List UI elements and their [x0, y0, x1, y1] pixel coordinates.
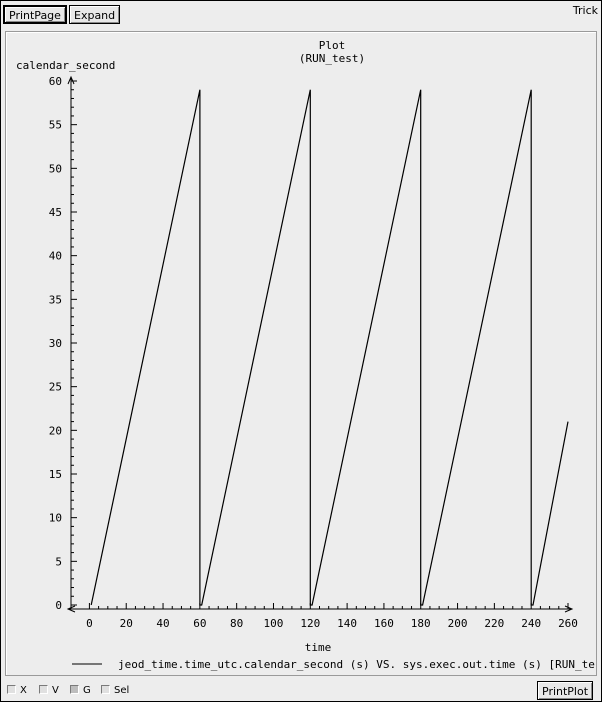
y-tick-label: 40	[49, 250, 62, 263]
print-plot-button[interactable]: PrintPlot	[537, 681, 594, 700]
y-tick-label: 15	[49, 468, 62, 481]
x-tick-label: 240	[521, 617, 541, 630]
series-group	[90, 89, 569, 606]
legend-label: jeod_time.time_utc.calendar_second (s) V…	[118, 658, 596, 671]
app-name: Trick	[572, 4, 598, 17]
chart-title: Plot	[319, 39, 346, 52]
y-tick-label: 10	[49, 512, 62, 525]
y-tick-label: 20	[49, 424, 62, 437]
y-tick-label: 5	[55, 555, 62, 568]
y-tick-label: 50	[49, 162, 62, 175]
axes: 0 5 10 15 20 25 30 35 40 45 50 55 60 0 20 40 60 80 100 120 1…	[49, 75, 578, 630]
x-tick-label: 140	[337, 617, 357, 630]
x-axis-arrow-left	[66, 605, 76, 613]
x-checkbox-label: X	[20, 685, 27, 696]
y-tick-label: 30	[49, 337, 62, 350]
x-tick-label: 200	[448, 617, 468, 630]
x-tick-label: 40	[156, 617, 169, 630]
y-tick-label: 60	[49, 75, 62, 88]
x-axis-arrow-right	[564, 605, 574, 613]
sel-checkbox-label: Sel	[114, 685, 130, 696]
x-tick-label: 120	[300, 617, 320, 630]
y-axis-label: calendar_second	[16, 59, 115, 72]
g-checkbox-label: G	[83, 685, 91, 696]
y-tick-label: 35	[49, 293, 62, 306]
y-tick-label: 45	[49, 206, 62, 219]
x-tick-label: 160	[374, 617, 394, 630]
chart-subtitle: (RUN_test)	[299, 52, 365, 65]
v-checkbox-box[interactable]	[39, 685, 48, 694]
y-tick-label: 55	[49, 119, 62, 132]
plot-area: Plot (RUN_test) calendar_second time jeo…	[5, 31, 597, 676]
v-checkbox-label: V	[52, 685, 59, 696]
x-axis-label: time	[305, 641, 332, 654]
bottom-bar: X V G Sel PrintPlot	[1, 679, 601, 701]
x-tick-label: 260	[558, 617, 578, 630]
x-checkbox[interactable]: X	[7, 684, 27, 698]
x-tick-label: 220	[484, 617, 504, 630]
expand-button[interactable]: Expand	[69, 5, 121, 24]
x-tick-label: 20	[120, 617, 133, 630]
v-checkbox[interactable]: V	[39, 684, 59, 698]
print-page-button[interactable]: PrintPage	[3, 5, 67, 24]
y-tick-label: 0	[55, 599, 62, 612]
x-tick-label: 0	[86, 617, 93, 630]
y-axis-arrow	[67, 75, 75, 85]
sel-checkbox[interactable]: Sel	[101, 684, 129, 698]
line-chart: Plot (RUN_test) calendar_second time jeo…	[16, 39, 596, 671]
x-tick-label: 180	[411, 617, 431, 630]
g-checkbox-box[interactable]	[70, 685, 79, 694]
g-checkbox[interactable]: G	[70, 684, 91, 698]
x-tick-label: 100	[264, 617, 284, 630]
sel-checkbox-box[interactable]	[101, 685, 110, 694]
x-tick-label: 80	[230, 617, 243, 630]
y-tick-label: 25	[49, 381, 62, 394]
x-tick-label: 60	[193, 617, 206, 630]
x-checkbox-box[interactable]	[7, 685, 16, 694]
series-line-1	[90, 89, 569, 606]
